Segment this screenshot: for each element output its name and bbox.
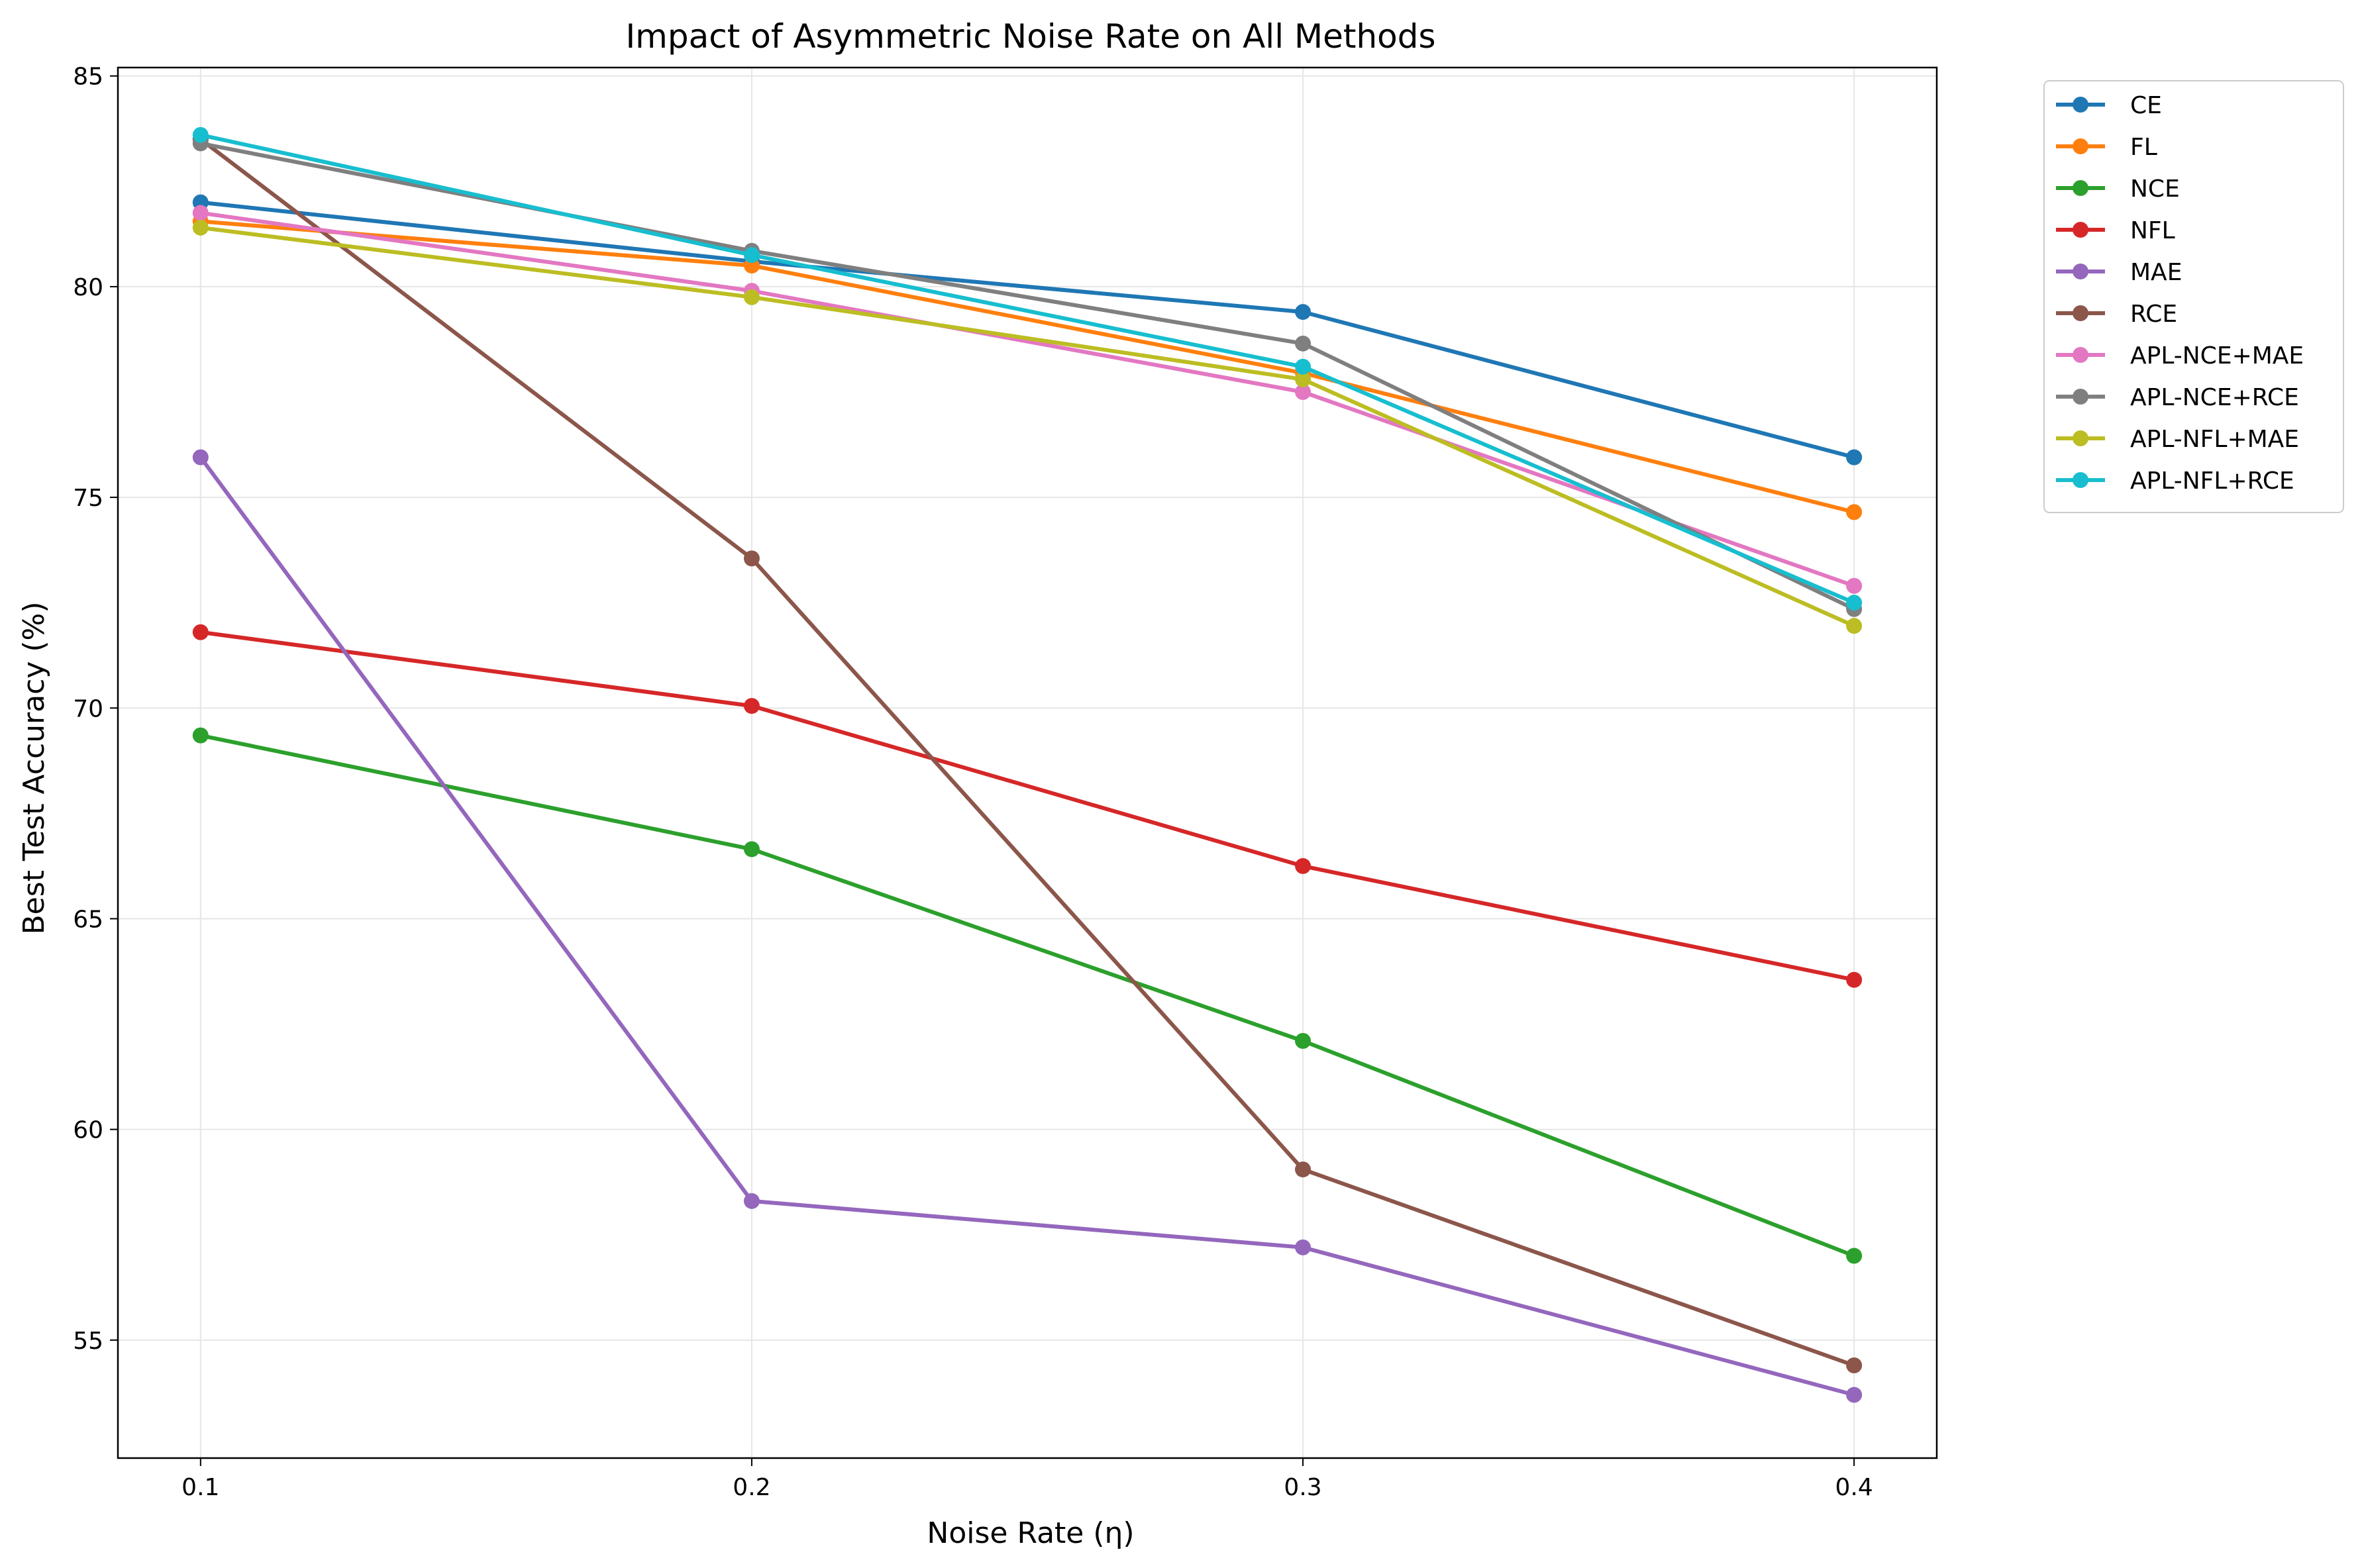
legend-label: CE — [2130, 92, 2162, 119]
legend-label: NCE — [2130, 175, 2180, 203]
legend-label: FL — [2130, 134, 2157, 161]
data-point — [1846, 504, 1863, 520]
legend-item: APL-NFL+MAE — [2056, 426, 2299, 453]
legend-swatch-marker — [2073, 430, 2088, 446]
plot-frame — [117, 66, 1938, 1459]
legend-swatch-marker — [2073, 97, 2088, 113]
data-point — [1295, 358, 1311, 375]
legend-swatch-marker — [2073, 472, 2088, 488]
legend-item: APL-NFL+RCE — [2056, 467, 2294, 495]
legend-item: NCE — [2056, 175, 2180, 203]
legend-swatch-marker — [2073, 389, 2088, 405]
data-point — [192, 219, 209, 236]
data-point — [192, 624, 209, 640]
series-apl-nfl-rce — [192, 126, 1863, 611]
data-point — [1846, 449, 1863, 466]
data-point — [192, 126, 209, 143]
data-point — [1295, 1033, 1311, 1049]
data-point — [1295, 858, 1311, 874]
data-point — [1846, 618, 1863, 634]
y-tick-label: 85 — [73, 64, 103, 91]
y-axis-ticks: 55 60 65 70 75 80 85 — [73, 64, 118, 1355]
legend-item: MAE — [2056, 259, 2182, 286]
x-tick-label: 0.4 — [1835, 1474, 1873, 1501]
x-tick-label: 0.2 — [733, 1474, 770, 1501]
y-tick-label: 55 — [73, 1328, 103, 1355]
data-point — [1295, 335, 1311, 352]
legend-item: NFL — [2056, 217, 2175, 244]
legend-swatch-marker — [2073, 180, 2088, 196]
series-line — [198, 630, 1857, 982]
series-nce — [192, 727, 1863, 1264]
legend-label: APL-NFL+MAE — [2130, 426, 2299, 453]
legend-swatch-marker — [2073, 305, 2088, 321]
y-axis-label: Best Test Accuracy (%) — [17, 601, 51, 934]
legend-item: CE — [2056, 92, 2162, 119]
data-point — [1295, 1161, 1311, 1178]
series-line — [198, 200, 1857, 460]
data-point — [192, 449, 209, 466]
chart-title: Impact of Asymmetric Noise Rate on All M… — [625, 17, 1435, 56]
legend-swatch-marker — [2073, 264, 2088, 279]
y-tick-label: 80 — [73, 274, 103, 301]
series-line — [198, 141, 1857, 611]
data-point — [1846, 1248, 1863, 1264]
legend-label: RCE — [2130, 301, 2177, 328]
data-point — [1846, 971, 1863, 988]
data-point — [1295, 384, 1311, 400]
legend-label: APL-NCE+MAE — [2130, 342, 2304, 369]
legend-swatch-marker — [2073, 138, 2088, 154]
series-line — [198, 137, 1857, 1367]
legend-label: MAE — [2130, 259, 2182, 286]
series-line — [198, 733, 1857, 1258]
series-line — [198, 225, 1857, 628]
legend-item: APL-NCE+MAE — [2056, 342, 2304, 369]
x-tick-label: 0.1 — [181, 1474, 219, 1501]
data-point — [743, 289, 760, 305]
data-point — [192, 205, 209, 221]
x-tick-label: 0.3 — [1284, 1474, 1321, 1501]
data-point — [192, 727, 209, 744]
series-nfl — [192, 624, 1863, 988]
legend-swatch-marker — [2073, 222, 2088, 238]
legend-item: APL-NCE+RCE — [2056, 384, 2299, 411]
legend-item: RCE — [2056, 301, 2177, 328]
y-tick-label: 65 — [73, 906, 103, 933]
series-lines — [192, 126, 1863, 1403]
legend: CE FL NCE NFL MAE RCE APL-NCE+MAE APL-NCE+RCE AP… — [2043, 80, 2344, 513]
series-apl-nfl-mae — [192, 219, 1863, 634]
series-line — [198, 211, 1857, 588]
legend-label: APL-NFL+RCE — [2130, 467, 2294, 495]
legend-swatch-marker — [2073, 347, 2088, 363]
data-point — [1295, 371, 1311, 387]
data-point — [1846, 595, 1863, 611]
legend-label: APL-NCE+RCE — [2130, 384, 2299, 411]
x-axis-label: Noise Rate (η) — [927, 1516, 1134, 1550]
legend-item: FL — [2056, 134, 2157, 161]
data-point — [1295, 1239, 1311, 1255]
data-point — [743, 698, 760, 714]
series-line — [198, 132, 1857, 605]
data-point — [743, 1193, 760, 1209]
x-axis-ticks: 0.1 0.2 0.3 0.4 — [181, 1458, 1873, 1501]
legend-label: NFL — [2130, 217, 2175, 244]
legend-box — [2043, 80, 2344, 513]
data-point — [743, 550, 760, 567]
data-point — [1846, 1357, 1863, 1373]
series-line — [198, 455, 1857, 1397]
series-mae — [192, 449, 1863, 1403]
y-tick-label: 70 — [73, 695, 103, 722]
data-point — [1846, 577, 1863, 594]
series-line — [198, 219, 1857, 514]
y-tick-label: 75 — [73, 485, 103, 512]
data-point — [1846, 1387, 1863, 1403]
data-point — [1295, 304, 1311, 320]
data-point — [743, 247, 760, 264]
data-point — [743, 841, 760, 858]
y-tick-label: 60 — [73, 1117, 103, 1144]
